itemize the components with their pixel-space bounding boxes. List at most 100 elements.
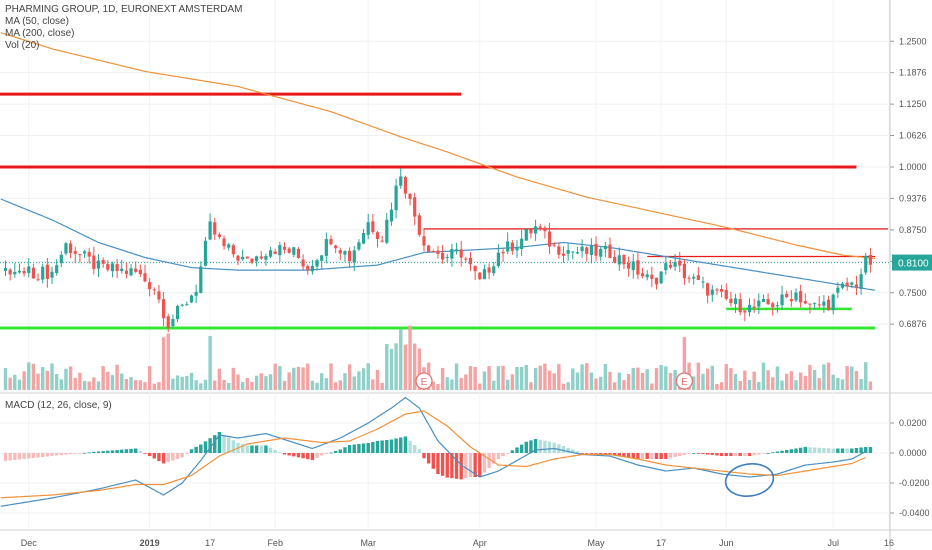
macd-histogram-bar: [682, 453, 687, 455]
candle-body: [822, 301, 826, 306]
candle-body: [259, 256, 263, 259]
macd-histogram-bar: [78, 453, 82, 454]
macd-histogram-bar: [50, 453, 54, 456]
volume-bar: [831, 374, 835, 390]
volume-bar: [394, 343, 398, 390]
macd-histogram-bar: [194, 446, 198, 453]
macd-histogram-bar: [515, 447, 519, 453]
candle-body: [468, 257, 473, 265]
volume-bar: [171, 378, 175, 390]
current-price-label: 0.8100: [898, 259, 929, 270]
candle-body: [799, 291, 803, 303]
price-tick-label: 0.7500: [899, 288, 927, 298]
annotation-circle: [724, 463, 775, 497]
earnings-marker-label: E: [421, 377, 428, 388]
candle-body: [329, 239, 333, 245]
candle-body: [710, 289, 714, 295]
macd-histogram-bar: [134, 448, 138, 453]
volume-bar: [668, 373, 673, 390]
time-tick-label: 16: [884, 538, 894, 548]
volume-bar: [87, 381, 91, 390]
candle-body: [757, 300, 761, 307]
volume-bar: [752, 371, 756, 390]
volume-bar: [78, 372, 82, 390]
candle-body: [547, 231, 552, 247]
study-volume[interactable]: Vol (20): [5, 40, 40, 51]
volume-bar: [547, 370, 552, 390]
candle-body: [431, 250, 435, 252]
macd-histogram-bar: [524, 441, 528, 453]
volume-bar: [529, 382, 533, 390]
volume-bar: [320, 373, 324, 390]
macd-histogram-bar: [519, 444, 524, 453]
candle-body: [110, 263, 115, 272]
macd-histogram-bar: [733, 453, 738, 456]
volume-bar: [166, 333, 170, 390]
candle-body: [427, 245, 431, 252]
candle-body: [408, 193, 412, 199]
macd-histogram-bar: [115, 450, 119, 453]
candle-body: [524, 229, 528, 241]
volume-bar: [287, 372, 291, 390]
macd-title[interactable]: MACD (12, 26, close, 9): [5, 400, 112, 411]
candle-body: [692, 276, 696, 279]
volume-bar: [626, 374, 631, 390]
volume-bar: [766, 370, 770, 390]
candle-body: [631, 261, 635, 271]
macd-histogram-bar: [273, 450, 277, 453]
candle-body: [724, 289, 728, 299]
volume-bar: [31, 363, 36, 390]
candle-body: [199, 266, 203, 294]
candle-body: [738, 299, 742, 313]
macd-histogram-bar: [394, 438, 398, 453]
volume-bar: [780, 380, 784, 390]
candle-body: [124, 270, 128, 274]
macd-histogram-bar: [17, 453, 22, 460]
volume-bar: [306, 363, 310, 390]
candle-body: [575, 252, 580, 254]
volume-bar: [310, 380, 315, 390]
price-tick-label: 1.1250: [899, 99, 927, 109]
macd-histogram-bar: [678, 453, 682, 456]
macd-histogram-bar: [264, 445, 268, 453]
candle-body: [287, 248, 291, 253]
macd-histogram-bar: [31, 453, 36, 458]
volume-bar: [580, 364, 584, 390]
candle-body: [543, 227, 547, 232]
horizontal-levels: [0, 92, 890, 330]
candle-body: [566, 250, 570, 254]
volume-bar: [254, 375, 259, 390]
time-tick-label: Jun: [719, 538, 734, 548]
macd-histogram-bar: [752, 453, 756, 456]
macd-histogram-bar: [431, 453, 435, 469]
macd-histogram-bar: [399, 437, 403, 453]
candle-body: [608, 244, 612, 259]
earnings-marker-circle: [415, 372, 433, 390]
volume-bar: [822, 364, 826, 390]
macd-histogram-bar: [124, 449, 129, 453]
study-ma50[interactable]: MA (50, close): [5, 16, 69, 27]
study-ma200[interactable]: MA (200, close): [5, 28, 75, 39]
volume-bar: [413, 343, 417, 390]
candle-body: [859, 274, 863, 289]
price-tick-label: 0.8750: [899, 225, 927, 235]
macd-histogram-bar: [445, 453, 449, 478]
candle-body: [454, 249, 459, 251]
volume-bar: [264, 376, 268, 390]
axes: 1.2500 1.1876 1.1250 1.0626 1.0000 0.9376 0.87…: [21, 36, 932, 548]
candle-body: [73, 251, 77, 254]
volume-bar: [496, 366, 501, 390]
candle-body: [171, 319, 175, 326]
macd-histogram-bar: [552, 442, 556, 453]
macd-histogram-bar: [673, 453, 677, 457]
macd-histogram-bar: [106, 450, 110, 453]
macd-histogram-bar: [547, 441, 552, 453]
candle-body: [320, 255, 324, 261]
candle-body: [27, 266, 31, 273]
candle-body: [203, 240, 208, 266]
volume-bar: [733, 373, 738, 390]
volume-bar: [854, 370, 859, 390]
candle-body: [840, 283, 845, 288]
macd-histogram-bar: [617, 453, 621, 456]
candle-body: [492, 266, 496, 274]
